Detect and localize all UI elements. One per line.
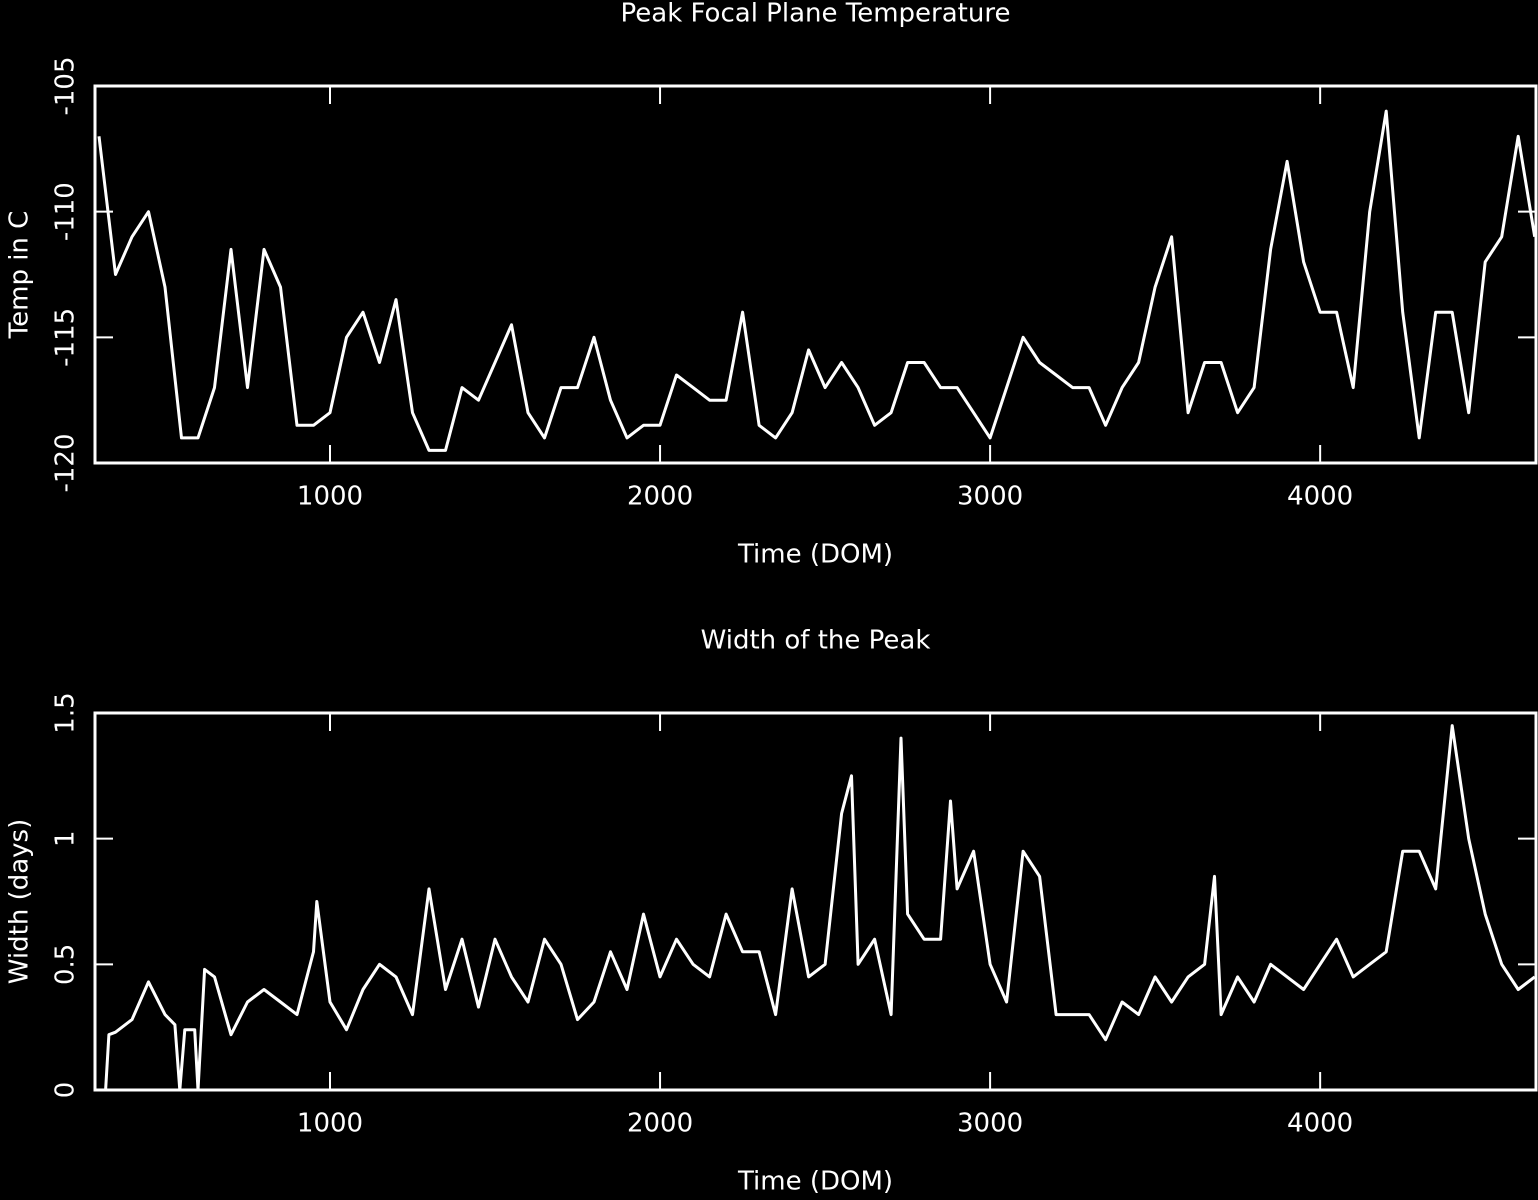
chart-title: Peak Focal Plane Temperature <box>621 0 1011 29</box>
x-axis-label: Time (DOM) <box>737 1167 893 1197</box>
x-tick-label: 1000 <box>297 1109 363 1139</box>
y-tick-label: 1.5 <box>51 692 81 733</box>
data-line <box>104 724 1536 1092</box>
y-tick-label: -105 <box>51 56 81 115</box>
x-tick-label: 2000 <box>627 1109 693 1139</box>
x-tick-label: 2000 <box>627 482 693 512</box>
x-tick-label: 4000 <box>1287 482 1353 512</box>
x-axis-label: Time (DOM) <box>737 540 893 570</box>
y-tick-label: 0.5 <box>51 944 81 985</box>
plot-frame <box>93 711 1538 1092</box>
x-tick-label: 1000 <box>297 482 363 512</box>
y-tick-label: 1 <box>51 830 81 847</box>
data-line <box>97 109 1537 452</box>
x-tick-label: 4000 <box>1287 1109 1353 1139</box>
y-tick-label: -120 <box>51 433 81 492</box>
plot-frame <box>93 84 1538 465</box>
y-tick-label: -115 <box>51 308 81 367</box>
y-tick-label: 0 <box>51 1082 81 1099</box>
y-tick-label: -110 <box>51 182 81 241</box>
chart-title: Width of the Peak <box>701 626 931 656</box>
y-axis-label: Temp in C <box>5 211 35 340</box>
x-tick-label: 3000 <box>957 1109 1023 1139</box>
x-tick-label: 3000 <box>957 482 1023 512</box>
y-axis-label: Width (days) <box>5 819 35 984</box>
